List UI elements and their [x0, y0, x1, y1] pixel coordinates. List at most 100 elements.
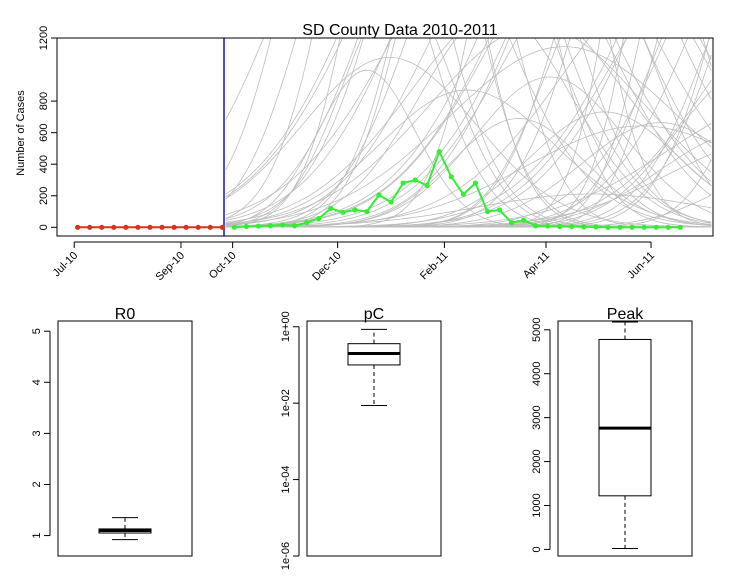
peak-plot-frame — [557, 320, 693, 557]
simulation-line — [225, 38, 712, 226]
simulation-lines — [225, 38, 712, 228]
observed-point-green — [581, 224, 587, 230]
main-x-tick-label: Feb-11 — [418, 250, 451, 283]
observed-point-green — [231, 224, 237, 230]
simulation-line — [225, 56, 712, 228]
observed-point-red — [87, 224, 93, 230]
peak-y-tick-label: 5000 — [531, 318, 543, 342]
simulation-line — [225, 76, 712, 228]
simulation-line — [225, 125, 712, 228]
simulation-line — [225, 38, 712, 223]
peak-y-tick-label: 3000 — [531, 405, 543, 429]
observed-point-red — [135, 224, 141, 230]
pc-y-tick-label: 1e-02 — [280, 389, 292, 417]
observed-point-green — [641, 224, 647, 230]
r0-y-tick-label: 3 — [31, 430, 43, 436]
observed-point-red — [123, 224, 129, 230]
observed-point-red — [195, 224, 201, 230]
simulation-line — [225, 38, 712, 228]
peak-box — [598, 338, 652, 497]
observed-point-green — [665, 224, 671, 230]
observed-point-green — [496, 207, 503, 213]
pc-y-tick-label: 1e+00 — [280, 311, 292, 342]
main-x-tick-label: Jul-10 — [51, 250, 81, 280]
observed-point-green — [460, 191, 466, 197]
pc-title: pC — [364, 306, 384, 323]
simulation-line — [225, 38, 712, 223]
main-y-label: Number of Cases — [15, 90, 27, 176]
observed-point-green — [593, 224, 599, 230]
main-x-tick-label: Oct-10 — [207, 250, 239, 282]
observed-point-green — [388, 199, 394, 205]
main-y-tick-label: 0 — [38, 224, 50, 230]
r0-y-tick-label: 4 — [31, 379, 43, 385]
observed-point-green — [533, 223, 539, 229]
observed-point-green — [653, 224, 659, 230]
simulation-line — [225, 46, 712, 225]
observed-point-red — [171, 224, 177, 230]
simulation-line — [225, 193, 712, 228]
simulation-line — [225, 38, 712, 221]
simulation-line — [225, 38, 712, 224]
simulation-line — [225, 38, 712, 225]
observed-point-green — [484, 208, 491, 215]
observed-point-green — [328, 205, 334, 211]
pc-y-tick-label: 1e-04 — [280, 466, 292, 494]
observed-point-green — [267, 223, 274, 229]
observed-point-green — [436, 148, 442, 155]
r0-plot-frame — [57, 320, 193, 557]
observed-point-red — [159, 224, 165, 230]
main-x-tick-label: Jun-11 — [625, 250, 657, 282]
observed-point-red — [111, 224, 117, 230]
main-x-tick-label: Apr-11 — [521, 250, 552, 281]
peak-y-tick-label: 4000 — [531, 361, 543, 385]
observed-point-green — [605, 224, 611, 230]
pc-plot-frame — [306, 320, 442, 557]
observed-point-green — [255, 223, 262, 229]
simulation-line — [225, 38, 712, 195]
pc-y-tick-label: 1e-06 — [280, 542, 292, 570]
simulation-line — [225, 38, 712, 215]
main-y-tick-label: 400 — [38, 155, 50, 173]
simulation-line — [225, 38, 712, 198]
main-y-tick-label: 600 — [38, 123, 50, 141]
observed-point-red — [207, 224, 213, 230]
simulation-line — [225, 38, 710, 228]
peak-y-tick-label: 0 — [531, 546, 543, 552]
main-chart: SD County Data 2010-2011 Number of Cases… — [15, 22, 714, 284]
observed-point-green — [352, 207, 358, 213]
main-y-tick-label: 200 — [38, 187, 50, 205]
observed-point-green — [424, 182, 430, 189]
simulation-line — [225, 38, 712, 227]
observed-point-green — [316, 216, 322, 222]
main-x-tick-label: Dec-10 — [310, 250, 344, 284]
peak-title: Peak — [607, 306, 644, 323]
observed-point-green — [545, 223, 551, 229]
observed-point-green — [279, 222, 286, 228]
main-plot-frame — [56, 37, 714, 237]
observed-point-green — [448, 174, 454, 180]
observed-point-green — [364, 208, 370, 215]
observed-point-green — [677, 224, 683, 230]
main-y-tick-label: 800 — [38, 92, 50, 110]
peak-y-tick-label: 2000 — [531, 449, 543, 473]
simulation-line — [225, 159, 712, 228]
observed-point-green — [304, 219, 310, 226]
simulation-line — [225, 89, 712, 225]
observed-point-green — [472, 180, 478, 186]
main-title: SD County Data 2010-2011 — [302, 22, 497, 39]
peak-y-tick-label: 1000 — [531, 493, 543, 517]
observed-point-green — [617, 224, 623, 230]
observed-point-green — [412, 177, 418, 183]
observed-point-green — [292, 223, 298, 229]
simulation-line — [225, 38, 712, 227]
observed-point-green — [569, 223, 575, 230]
observed-point-red — [183, 224, 189, 230]
observed-point-green — [521, 217, 527, 223]
observed-point-red — [99, 224, 105, 230]
observed-point-green — [508, 219, 515, 226]
observed-point-green — [557, 223, 563, 230]
observed-point-green — [629, 224, 635, 230]
observed-point-red — [219, 224, 225, 230]
